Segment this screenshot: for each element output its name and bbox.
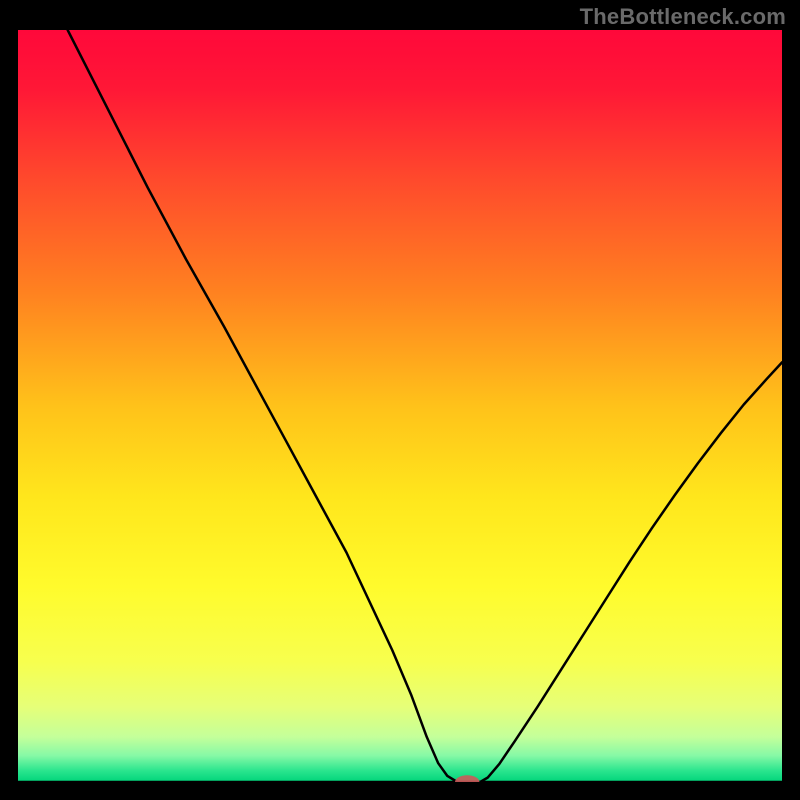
plot-area [18, 30, 782, 782]
chart-svg [18, 30, 782, 782]
stage: TheBottleneck.com [0, 0, 800, 800]
watermark-text: TheBottleneck.com [580, 4, 786, 30]
